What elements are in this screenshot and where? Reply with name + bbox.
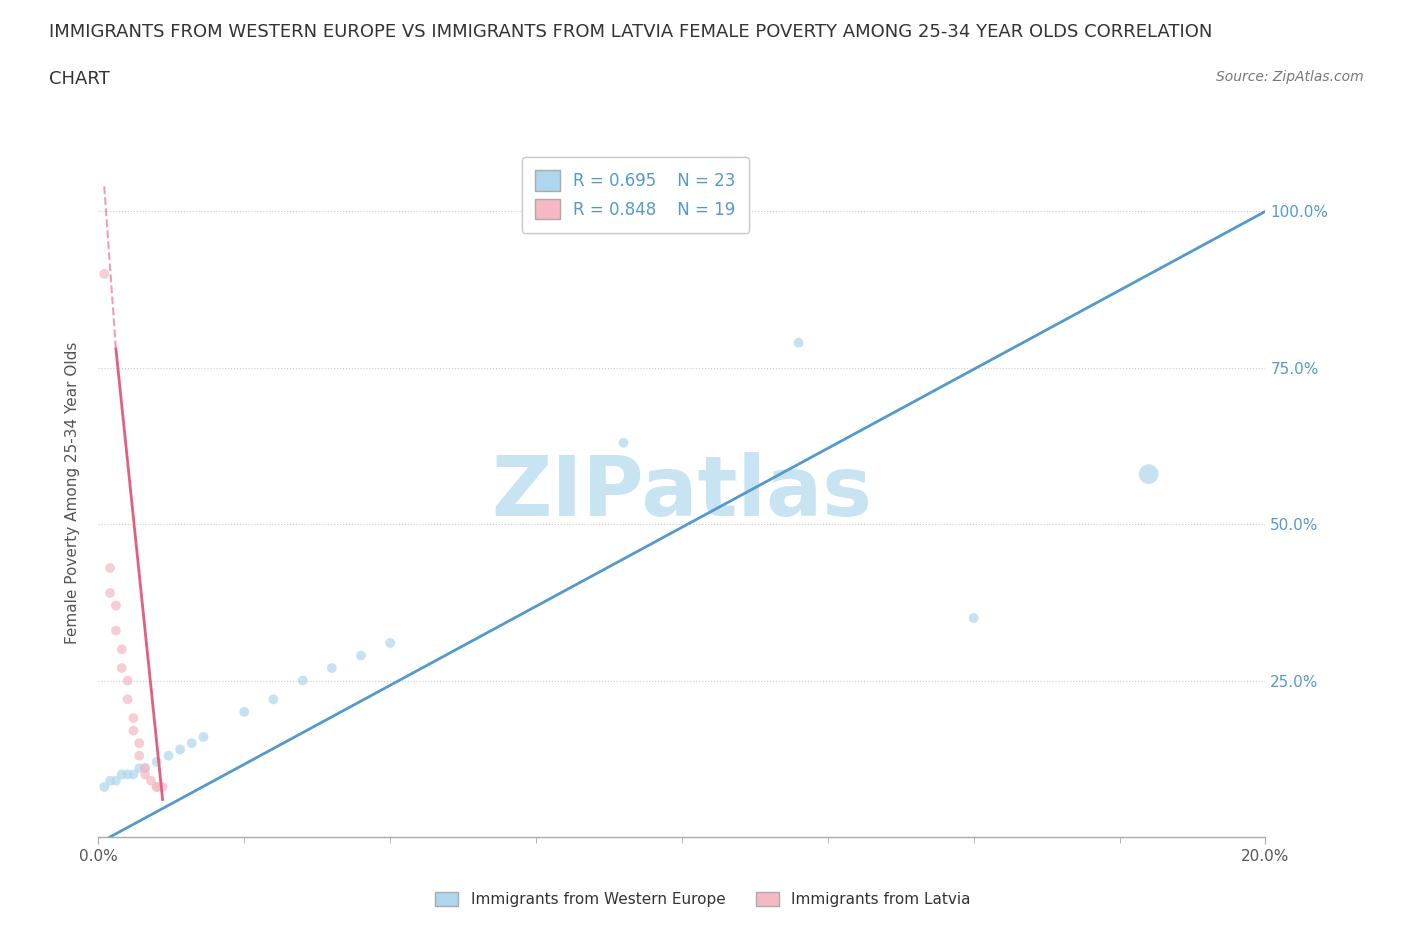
Point (169, 742, 191, 757)
Point (98, 773, 121, 788)
Point (350, 648, 373, 663)
Point (98, 561, 121, 576)
Point (128, 736, 150, 751)
Point (93, 267, 115, 282)
Point (787, 336, 810, 351)
Point (117, 692, 139, 707)
Point (1137, 467, 1160, 482)
Point (111, 767, 134, 782)
Point (134, 761, 156, 776)
Point (128, 749, 150, 764)
Point (111, 642, 134, 657)
Point (122, 724, 145, 738)
Point (104, 598, 127, 613)
Point (193, 729, 215, 744)
Point (134, 761, 156, 776)
Point (134, 767, 156, 782)
Point (139, 773, 162, 788)
Text: IMMIGRANTS FROM WESTERN EUROPE VS IMMIGRANTS FROM LATVIA FEMALE POVERTY AMONG 25: IMMIGRANTS FROM WESTERN EUROPE VS IMMIGR… (49, 23, 1212, 41)
Point (146, 779, 169, 794)
Point (291, 673, 314, 688)
Point (180, 736, 202, 751)
Point (146, 754, 169, 769)
Point (321, 660, 343, 675)
Legend: R = 0.695    N = 23, R = 0.848    N = 19: R = 0.695 N = 23, R = 0.848 N = 19 (522, 157, 749, 232)
Point (146, 779, 169, 794)
Point (122, 711, 145, 725)
Point (233, 704, 256, 719)
Point (262, 692, 284, 707)
Point (93, 779, 115, 794)
Point (104, 623, 127, 638)
Point (378, 635, 402, 650)
Point (104, 773, 127, 788)
Point (962, 611, 984, 626)
Point (117, 673, 139, 688)
Y-axis label: Female Poverty Among 25-34 Year Olds: Female Poverty Among 25-34 Year Olds (65, 341, 80, 644)
Legend: Immigrants from Western Europe, Immigrants from Latvia: Immigrants from Western Europe, Immigran… (429, 885, 977, 913)
Text: CHART: CHART (49, 70, 110, 87)
Text: ZIPatlas: ZIPatlas (492, 452, 872, 534)
Point (122, 767, 145, 782)
Point (98, 586, 121, 601)
Text: Source: ZipAtlas.com: Source: ZipAtlas.com (1216, 70, 1364, 84)
Point (612, 435, 634, 450)
Point (111, 660, 134, 675)
Point (152, 779, 174, 794)
Point (117, 767, 139, 782)
Point (128, 761, 150, 776)
Point (157, 749, 180, 764)
